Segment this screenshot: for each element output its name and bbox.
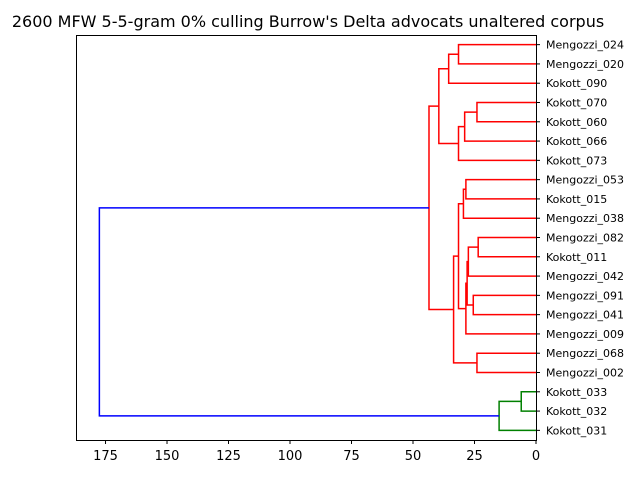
leaf-label: Mengozzi_091 (546, 289, 624, 302)
leaf-label: Mengozzi_082 (546, 232, 624, 245)
dendrogram-link (457, 43, 536, 65)
dendrogram-link (457, 125, 536, 162)
dendrogram-link (98, 207, 500, 417)
x-tick-label: 75 (343, 449, 360, 464)
leaf-label: Mengozzi_041 (546, 309, 624, 322)
dendrogram-links (98, 43, 536, 432)
y-axis: Mengozzi_024 Mengozzi_020 Kokott_090 Kokott… (536, 39, 624, 437)
leaf-label: Mengozzi_002 (546, 367, 624, 380)
leaf-label: Mengozzi_024 (546, 39, 624, 52)
leaf-label: Kokott_060 (546, 116, 607, 129)
plot-frame (76, 35, 537, 441)
leaf-label: Kokott_011 (546, 251, 607, 264)
leaf-label: Kokott_070 (546, 97, 607, 110)
dendrogram-link (447, 53, 536, 84)
dendrogram-link (477, 236, 536, 258)
x-tick-label: 0 (532, 449, 540, 464)
x-axis: 175 150 125 100 75 50 25 0 (93, 440, 540, 464)
x-tick-label: 100 (278, 449, 303, 464)
x-tick-label: 150 (155, 449, 180, 464)
dendrogram-link (520, 391, 536, 412)
dendrogram-link (452, 255, 477, 364)
dendrogram-link (467, 246, 536, 277)
leaf-label: Kokott_090 (546, 77, 607, 90)
leaf-label: Kokott_015 (546, 193, 607, 206)
leaf-label: Mengozzi_020 (546, 58, 624, 71)
dendrogram-link (457, 203, 466, 310)
dendrogram-link (463, 111, 536, 142)
leaf-label: Kokott_031 (546, 424, 607, 437)
x-tick-label: 175 (93, 449, 118, 464)
leaf-label: Mengozzi_068 (546, 347, 624, 360)
chart-title: 2600 MFW 5-5-gram 0% culling Burrow's De… (12, 12, 604, 31)
dendrogram-link (462, 188, 536, 219)
x-tick-label: 25 (466, 449, 483, 464)
x-tick-label: 125 (216, 449, 241, 464)
leaf-label: Kokott_073 (546, 154, 607, 167)
dendrogram-link (428, 105, 454, 311)
leaf-label: Mengozzi_042 (546, 270, 624, 283)
leaf-label: Kokott_033 (546, 386, 607, 399)
dendrogram-link (465, 178, 536, 200)
leaf-label: Kokott_066 (546, 135, 607, 148)
x-tick-label: 50 (405, 449, 422, 464)
dendrogram-link (476, 352, 536, 374)
dendrogram-link (465, 282, 536, 335)
leaf-label: Mengozzi_038 (546, 212, 624, 225)
dendrogram-link (472, 294, 536, 316)
leaf-label: Mengozzi_053 (546, 174, 624, 187)
leaf-label: Kokott_032 (546, 405, 607, 418)
leaf-label: Mengozzi_009 (546, 328, 624, 341)
dendrogram-link (476, 101, 536, 123)
dendrogram-link (498, 400, 536, 432)
